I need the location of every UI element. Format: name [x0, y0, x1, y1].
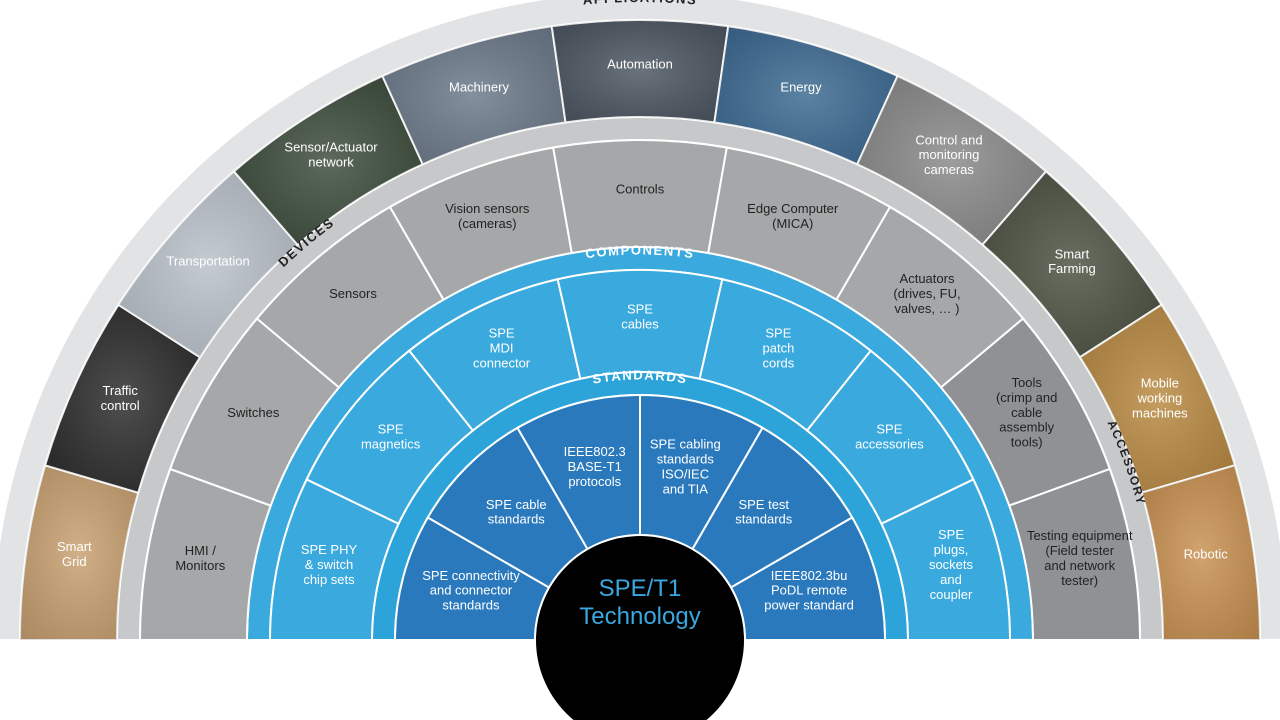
applications-label-4: Machinery	[449, 80, 509, 95]
applications-label-8: SmartFarming	[1048, 246, 1096, 276]
applications-label-1: Trafficcontrol	[101, 383, 140, 413]
components-label-0: SPE PHY& switchchip sets	[301, 542, 358, 587]
standards-label-2: IEEE802.3BASE-T1protocols	[564, 444, 626, 489]
standards-label-5: IEEE802.3buPoDL remotepower standard	[764, 568, 854, 613]
applications-label-6: Energy	[780, 80, 822, 95]
devices-label-4: Controls	[616, 182, 665, 197]
devices-label-1: Switches	[227, 405, 280, 420]
components-label-4: SPEpatchcords	[763, 326, 795, 371]
standards-label-1: SPE cablestandards	[486, 497, 547, 527]
applications-label-10: Robotic	[1184, 547, 1229, 562]
devices-label-6: Actuators(drives, FU,valves, … )	[893, 271, 960, 316]
applications-label-2: Transportation	[166, 254, 249, 269]
devices-label-2: Sensors	[329, 286, 377, 301]
applications-label-7: Control andmonitoringcameras	[915, 132, 982, 177]
applications-label-5: Automation	[607, 57, 673, 72]
standards-label-4: SPE teststandards	[735, 497, 793, 527]
